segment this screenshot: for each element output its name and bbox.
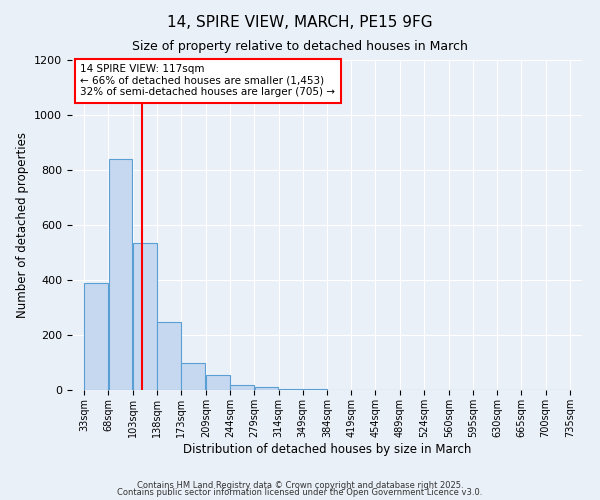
Bar bbox=[133, 243, 157, 390]
Bar bbox=[279, 388, 302, 390]
Text: Size of property relative to detached houses in March: Size of property relative to detached ho… bbox=[132, 40, 468, 53]
Y-axis label: Number of detached properties: Number of detached properties bbox=[16, 132, 29, 318]
Bar bbox=[157, 322, 181, 390]
Bar bbox=[254, 387, 278, 390]
Bar bbox=[109, 159, 133, 390]
Text: Contains public sector information licensed under the Open Government Licence v3: Contains public sector information licen… bbox=[118, 488, 482, 497]
Bar bbox=[230, 384, 254, 390]
Text: 14 SPIRE VIEW: 117sqm
← 66% of detached houses are smaller (1,453)
32% of semi-d: 14 SPIRE VIEW: 117sqm ← 66% of detached … bbox=[80, 64, 335, 98]
Text: Contains HM Land Registry data © Crown copyright and database right 2025.: Contains HM Land Registry data © Crown c… bbox=[137, 480, 463, 490]
Bar bbox=[206, 375, 230, 390]
Text: 14, SPIRE VIEW, MARCH, PE15 9FG: 14, SPIRE VIEW, MARCH, PE15 9FG bbox=[167, 15, 433, 30]
X-axis label: Distribution of detached houses by size in March: Distribution of detached houses by size … bbox=[183, 442, 471, 456]
Bar bbox=[181, 364, 205, 390]
Bar bbox=[84, 283, 108, 390]
